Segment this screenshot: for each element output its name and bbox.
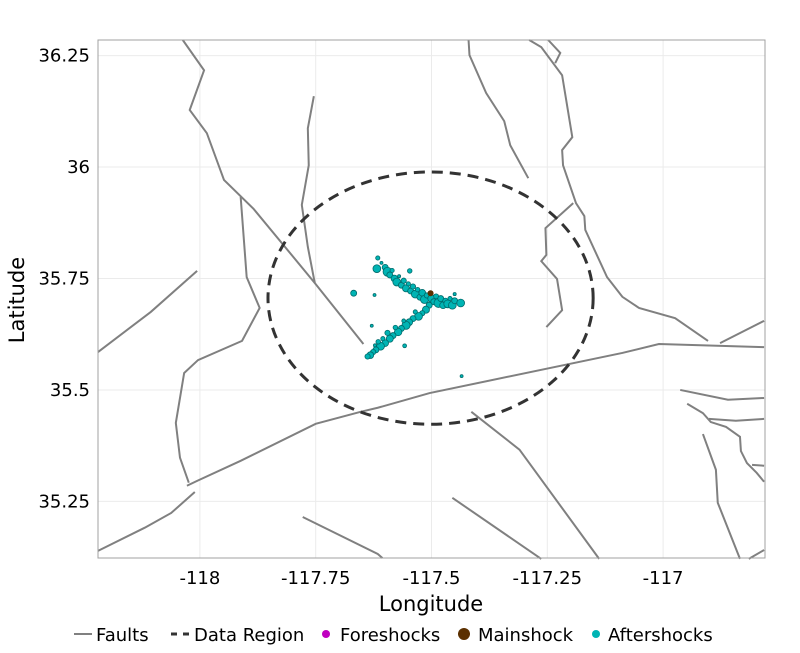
fault-line: [701, 433, 741, 560]
fault-line: [686, 402, 765, 483]
aftershock-point: [405, 281, 411, 287]
x-tick-label: -117.25: [513, 568, 582, 589]
legend-label-mainshock: Mainshock: [478, 625, 574, 646]
aftershock-point: [389, 267, 395, 273]
y-tick-label: 35.25: [38, 491, 90, 512]
fault-line: [470, 410, 600, 560]
fault-line: [539, 202, 574, 328]
aftershock-point: [414, 286, 421, 293]
aftershock-point: [402, 343, 407, 349]
x-axis-ticks: -118 -117.75 -117.5 -117.25 -117: [179, 568, 683, 589]
x-tick-label: -117.75: [281, 568, 350, 589]
aftershock-point: [456, 298, 465, 308]
aftershock-point: [384, 329, 391, 336]
aftershock-point: [364, 353, 371, 360]
x-tick-label: -117.5: [402, 568, 460, 589]
x-tick-label: -117: [643, 568, 684, 589]
aftershock-point: [452, 292, 457, 297]
aftershock-point: [459, 374, 464, 379]
fault-line: [467, 39, 530, 179]
aftershock-point: [369, 323, 374, 328]
mainshock-point: [427, 290, 434, 297]
fault-line: [174, 196, 261, 483]
fault-line: [97, 491, 196, 552]
aftershock-point: [412, 309, 418, 315]
aftershock-point: [385, 334, 394, 343]
legend: Faults Data Region Foreshocks Mainshock Afte…: [74, 625, 713, 646]
aftershock-point: [409, 283, 417, 290]
plot-border: [97, 39, 766, 559]
fault-line: [97, 270, 198, 353]
aftershock-point: [401, 318, 407, 324]
aftershock-point: [407, 268, 413, 274]
y-tick-label: 35.75: [38, 268, 90, 289]
legend-label-foreshocks: Foreshocks: [340, 625, 440, 646]
aftershock-point: [394, 327, 403, 337]
fault-lines: [97, 39, 765, 560]
aftershock-point: [400, 277, 407, 284]
legend-label-aftershocks: Aftershocks: [608, 625, 713, 646]
legend-mainshock-key: [458, 628, 470, 640]
legend-foreshocks-key: [322, 630, 330, 638]
aftershock-point: [379, 260, 384, 265]
x-tick-label: -118: [179, 568, 220, 589]
grid-lines: [98, 40, 765, 558]
fault-line: [186, 343, 765, 487]
fault-line: [451, 496, 542, 560]
legend-aftershocks-key: [592, 630, 600, 638]
fault-line: [528, 39, 709, 342]
data-region-layer: [266, 170, 595, 426]
fault-line: [300, 95, 316, 284]
aftershock-point: [375, 339, 381, 345]
fault-line: [719, 319, 765, 345]
aftershock-point: [375, 255, 381, 261]
earthquake-points: [350, 255, 465, 379]
aftershock-point: [372, 264, 382, 273]
aftershock-point: [350, 289, 358, 297]
fault-line: [547, 39, 562, 64]
aftershock-point: [392, 324, 399, 331]
fault-line: [748, 549, 765, 560]
x-axis-label: Longitude: [379, 592, 483, 616]
aftershock-point: [373, 343, 377, 348]
fault-line: [680, 388, 765, 401]
aftershock-point: [397, 274, 402, 279]
legend-label-region: Data Region: [194, 625, 304, 646]
legend-label-faults: Faults: [96, 625, 149, 646]
y-tick-label: 36.25: [38, 46, 90, 67]
fault-line: [181, 39, 365, 345]
data-region-circle: [266, 170, 595, 426]
fault-line: [302, 516, 384, 559]
aftershock-point: [380, 336, 386, 342]
y-axis-label: Latitude: [5, 257, 29, 343]
aftershock-point: [372, 293, 377, 297]
y-tick-label: 36: [67, 157, 90, 178]
y-axis-ticks: 35.25 35.5 35.75 36 36.25: [38, 46, 90, 513]
fault-line: [708, 417, 765, 422]
fault-line: [751, 463, 765, 467]
y-tick-label: 35.5: [50, 380, 90, 401]
